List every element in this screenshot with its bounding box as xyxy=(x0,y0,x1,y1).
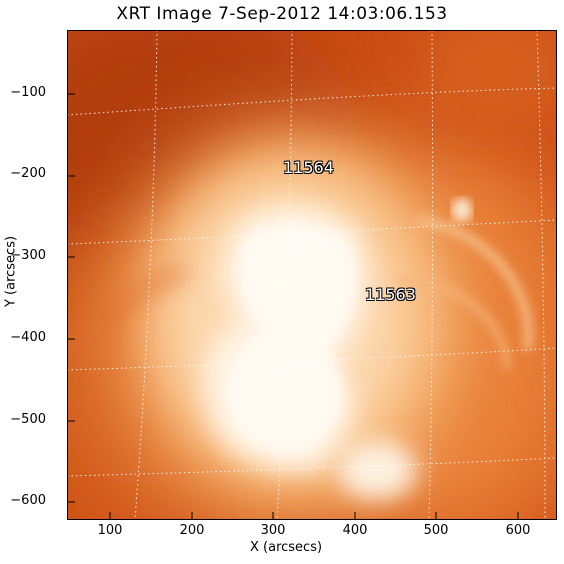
y-tick-label: −100 xyxy=(10,85,46,100)
image-title: XRT Image 7-Sep-2012 14:03:06.153 xyxy=(116,4,448,24)
solar-xray-image xyxy=(67,30,557,520)
y-tick-label: −300 xyxy=(10,248,46,263)
x-tick-label: 200 xyxy=(179,523,205,538)
y-tick-label: −200 xyxy=(10,166,46,181)
x-tick-label: 600 xyxy=(505,523,531,538)
x-tick-label: 500 xyxy=(423,523,449,538)
active-region-label: 11564 xyxy=(283,158,334,177)
y-tick-label: −400 xyxy=(10,330,46,345)
x-tick-label: 300 xyxy=(260,523,286,538)
y-tick-label: −500 xyxy=(10,412,46,427)
y-tick-label: −600 xyxy=(10,493,46,508)
y-axis-label: Y (arcsecs) xyxy=(3,235,19,308)
x-tick-label: 400 xyxy=(342,523,368,538)
active-region-label: 11563 xyxy=(365,285,416,304)
x-tick-label: 100 xyxy=(97,523,123,538)
x-axis-label: X (arcsecs) xyxy=(250,540,323,555)
